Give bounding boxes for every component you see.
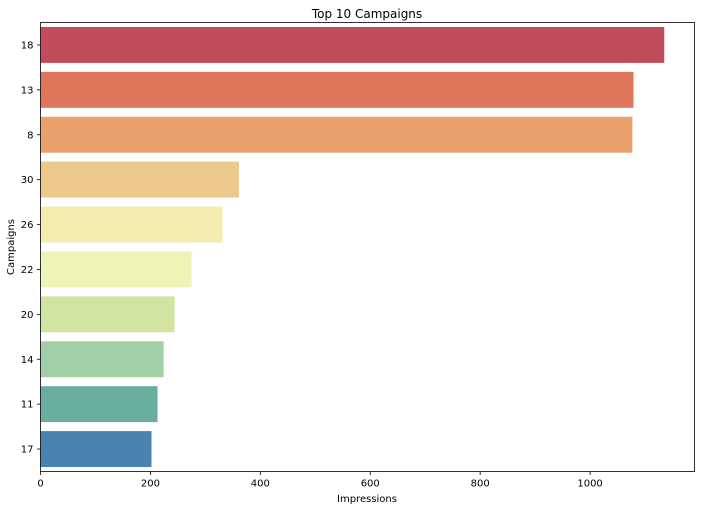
- bar-campaign-11: [40, 386, 158, 423]
- plot-frame: [40, 22, 695, 472]
- y-tick-label: 14: [21, 355, 34, 366]
- bar-campaign-8: [40, 116, 633, 153]
- y-tick-label: 20: [21, 310, 34, 321]
- x-tick-label: 400: [251, 479, 270, 490]
- chart-title: Top 10 Campaigns: [311, 7, 422, 21]
- y-tick-label: 22: [21, 265, 34, 276]
- bars-layer: [40, 26, 665, 468]
- y-tick-label: 17: [21, 445, 34, 456]
- bar-campaign-20: [40, 296, 175, 333]
- y-axis-ticks: 18 13 8 30 26 22 20 14 11 17: [21, 40, 41, 456]
- bar-campaign-30: [40, 161, 239, 198]
- x-tick-label: 800: [471, 479, 490, 490]
- bar-campaign-14: [40, 341, 164, 378]
- x-tick-label: 0: [37, 479, 43, 490]
- x-tick-label: 200: [141, 479, 160, 490]
- y-tick-label: 30: [21, 175, 34, 186]
- x-tick-label: 1000: [577, 479, 602, 490]
- y-axis-label: Campaigns: [6, 219, 17, 275]
- bar-campaign-26: [40, 206, 223, 243]
- x-axis-label: Impressions: [337, 494, 397, 505]
- bar-campaign-17: [40, 431, 152, 468]
- y-tick-label: 26: [21, 220, 34, 231]
- x-tick-label: 600: [361, 479, 380, 490]
- x-axis-ticks: 0 200 400 600 800 1000: [37, 471, 603, 490]
- y-tick-label: 13: [21, 85, 34, 96]
- y-tick-label: 11: [21, 400, 34, 411]
- y-tick-label: 18: [21, 40, 34, 51]
- y-tick-label: 8: [27, 130, 33, 141]
- bar-campaign-13: [40, 71, 634, 108]
- bar-campaign-18: [40, 26, 665, 63]
- bar-campaign-22: [40, 251, 192, 288]
